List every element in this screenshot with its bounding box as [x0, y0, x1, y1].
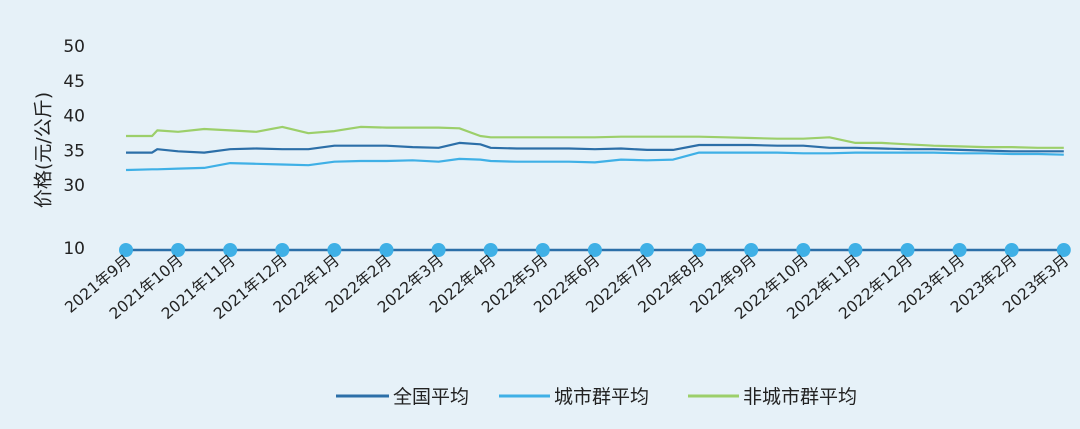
legend: 全国平均 城市群平均 非城市群平均 [336, 386, 857, 408]
x-marker-13 [796, 243, 811, 257]
y-tick-label-2: 35 [63, 141, 85, 161]
x-marker-8 [535, 243, 550, 257]
x-marker-3 [275, 243, 290, 257]
x-marker-14 [848, 243, 863, 257]
y-tick-label-3: 40 [63, 107, 85, 127]
x-marker-2 [223, 243, 238, 257]
x-marker-9 [587, 243, 602, 257]
x-marker-12 [744, 243, 759, 257]
y-tick-label-1: 30 [63, 176, 85, 196]
x-marker-17 [1004, 243, 1019, 257]
x-marker-6 [431, 243, 446, 257]
x-marker-1 [171, 243, 186, 257]
x-marker-11 [692, 243, 707, 257]
legend-label-2: 非城市群平均 [743, 386, 857, 408]
x-marker-0 [119, 243, 133, 257]
legend-item-2: 非城市群平均 [688, 386, 857, 408]
x-marker-5 [379, 243, 394, 257]
legend-item-1: 城市群平均 [499, 386, 649, 408]
x-axis-markers [119, 243, 1071, 257]
x-marker-4 [327, 243, 342, 257]
series-line-0 [126, 141, 1064, 154]
series-lines [125, 125, 1064, 172]
x-marker-7 [483, 243, 498, 257]
y-tick-label-0: 10 [63, 239, 85, 259]
y-axis-label: 价格(元/公斤) [33, 92, 55, 208]
x-marker-15 [900, 243, 915, 257]
x-marker-18 [1056, 243, 1071, 257]
y-tick-label-4: 45 [63, 72, 85, 92]
x-marker-16 [952, 243, 967, 257]
x-tick-labels: 2021年9月2021年10月2021年11月2021年12月2022年1月20… [61, 251, 1072, 323]
y-tick-labels: 10 30 35 40 45 50 [63, 37, 85, 259]
x-marker-10 [640, 243, 654, 257]
legend-item-0: 全国平均 [336, 386, 469, 408]
series-line-1 [125, 151, 1064, 172]
series-line-2 [126, 125, 1064, 149]
legend-label-1: 城市群平均 [554, 386, 649, 408]
legend-label-0: 全国平均 [393, 386, 469, 408]
y-tick-label-5: 50 [63, 37, 85, 57]
